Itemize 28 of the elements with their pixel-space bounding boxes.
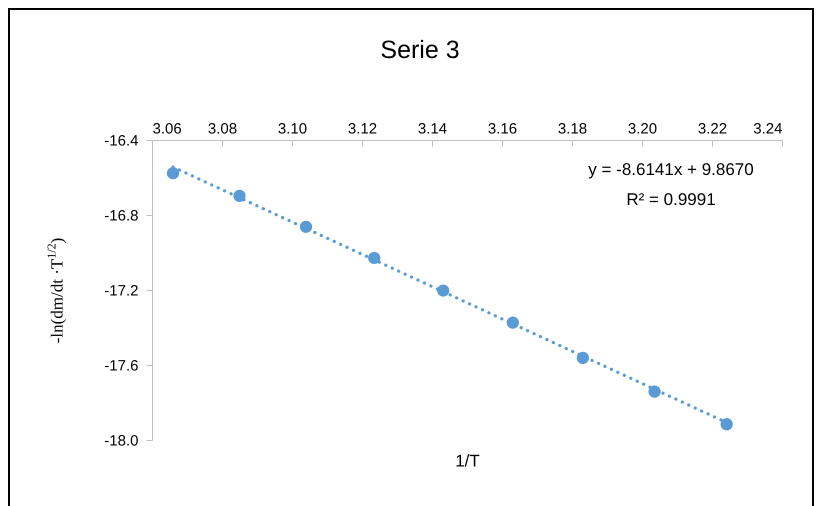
point [233,190,246,202]
x-tick-label: 3.22 [698,120,728,138]
annotation: y = -8.6141x + 9.8670 [588,160,754,179]
point [648,386,661,398]
point [576,352,589,364]
y-tick-label: -16.8 [104,208,138,224]
x-tick-label: 3.18 [558,120,588,138]
x-tick-label: 3.14 [418,120,448,138]
x-tick-label: 3.06 [152,120,182,138]
y-tick-label: -18.0 [104,432,138,450]
x-tick-label: 3.08 [208,120,238,138]
point [437,284,450,297]
chart-title: Serie 3 [380,36,460,64]
point [506,316,519,329]
y-tick-label: -17.2 [104,282,138,300]
x-axis-title: 1/T [455,452,480,470]
point [368,252,380,264]
x-tick-label: 3.12 [348,120,378,138]
point [166,167,180,180]
y-tick-label: -17.6 [104,358,138,374]
point [300,220,312,233]
x-tick-label: 3.20 [628,120,658,138]
x-tick-label: 3.24 [753,120,782,138]
annotation: R² = 0.9991 [626,190,716,209]
x-tick-label: 3.16 [488,120,518,138]
point [720,418,733,430]
y-tick-label: -16.4 [104,132,138,150]
x-tick-label: 3.10 [278,120,308,138]
